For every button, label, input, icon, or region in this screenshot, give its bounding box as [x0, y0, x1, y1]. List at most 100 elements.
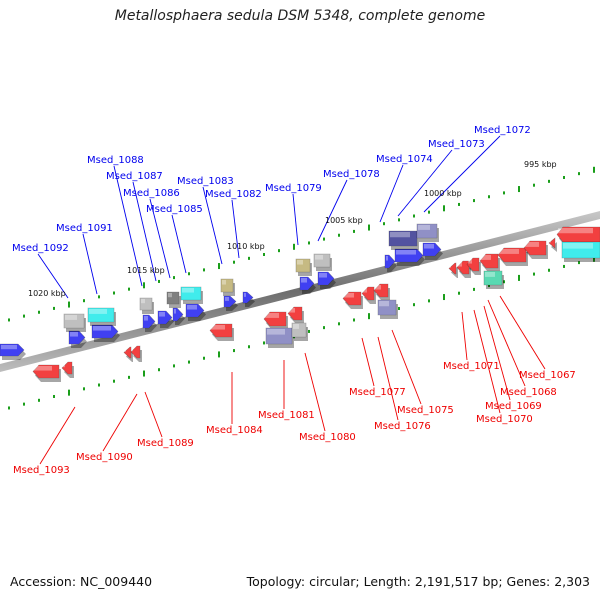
- tick-mark: [158, 368, 160, 372]
- tick-mark: [68, 389, 70, 396]
- tick-mark: [368, 313, 370, 320]
- leader-line: [292, 193, 299, 246]
- gene-block: [317, 271, 336, 289]
- gene-block: [87, 307, 116, 326]
- tick-mark: [428, 210, 430, 214]
- gene-block: [373, 283, 390, 301]
- tick-mark: [323, 237, 325, 241]
- leader-line: [149, 198, 171, 279]
- tick-mark: [413, 303, 415, 307]
- gene-block: [523, 240, 548, 259]
- gene-block: [157, 310, 174, 328]
- tick-mark: [473, 199, 475, 203]
- leader-line: [202, 186, 223, 265]
- gene-block: [384, 254, 397, 272]
- tick-mark: [488, 195, 490, 199]
- gene-label: Msed_1090: [76, 452, 133, 463]
- tick-mark: [143, 370, 145, 377]
- tick-mark: [8, 406, 10, 410]
- gene-block: [91, 324, 120, 342]
- tick-mark: [368, 224, 370, 231]
- gene-block: [32, 364, 61, 382]
- tick-mark: [503, 191, 505, 195]
- gene-label: Msed_1081: [258, 410, 315, 421]
- gene-block: [180, 286, 203, 304]
- leader-line: [461, 311, 468, 361]
- tick-mark: [38, 398, 40, 402]
- tick-mark: [458, 202, 460, 206]
- tick-mark: [398, 307, 400, 311]
- leader-line: [82, 233, 98, 295]
- tick-mark: [218, 263, 220, 270]
- gene-block: [394, 248, 425, 266]
- tick-mark: [578, 261, 580, 265]
- gene-label: Msed_1093: [13, 465, 70, 476]
- gene-block: [483, 270, 504, 289]
- leader-line: [423, 135, 501, 213]
- leader-lines: [37, 135, 546, 465]
- tick-mark: [233, 260, 235, 264]
- tick-mark: [263, 252, 265, 256]
- leader-line: [473, 309, 501, 414]
- tick-mark: [308, 329, 310, 333]
- tick-mark: [83, 387, 85, 391]
- tick-mark: [128, 287, 130, 291]
- gene-block: [377, 299, 398, 319]
- gene-block: [142, 314, 157, 332]
- tick-mark: [113, 291, 115, 295]
- tick-mark: [203, 356, 205, 360]
- tick-mark: [23, 402, 25, 406]
- gene-block: [263, 311, 288, 330]
- tick-mark: [173, 364, 175, 368]
- gene-label: Msed_1072: [474, 125, 531, 136]
- tick-mark: [323, 326, 325, 330]
- gene-label: Msed_1084: [206, 425, 263, 436]
- tick-mark: [188, 272, 190, 276]
- tick-mark: [248, 345, 250, 349]
- gene-block: [313, 253, 332, 271]
- backbone: [0, 211, 600, 372]
- tick-mark: [593, 255, 595, 262]
- gene-block: [448, 262, 458, 278]
- tick-mark: [578, 172, 580, 176]
- gene-block: [130, 345, 142, 362]
- tick-mark: [413, 214, 415, 218]
- tick-mark: [383, 222, 385, 226]
- gene-block: [422, 242, 443, 260]
- gene-label: Msed_1071: [443, 361, 500, 372]
- tick-mark: [23, 314, 25, 318]
- tick-mark: [593, 166, 595, 173]
- leader-line: [37, 253, 69, 299]
- gene-label: Msed_1092: [12, 243, 69, 254]
- leader-line: [113, 165, 143, 287]
- gene-block: [166, 291, 181, 308]
- tick-mark: [53, 394, 55, 398]
- gene-features: [0, 223, 600, 382]
- gene-label: Msed_1078: [323, 169, 380, 180]
- gene-block: [287, 306, 304, 324]
- kbp-tick-label: 1005 kbp: [325, 216, 363, 225]
- tick-mark: [203, 268, 205, 272]
- gene-block: [242, 291, 255, 307]
- gene-label: Msed_1087: [106, 171, 163, 182]
- gene-block: [0, 343, 26, 360]
- tick-mark: [488, 284, 490, 288]
- gene-label: Msed_1076: [374, 421, 431, 432]
- tick-mark: [293, 243, 295, 250]
- tick-mark: [503, 280, 505, 284]
- gene-label: Msed_1085: [146, 204, 203, 215]
- kbp-tick-label: 1010 kbp: [227, 242, 265, 251]
- leader-line: [317, 179, 348, 242]
- tick-mark: [458, 291, 460, 295]
- tick-mark: [263, 341, 265, 345]
- tick-mark: [548, 179, 550, 183]
- tick-mark: [68, 301, 70, 308]
- gene-block: [466, 257, 481, 275]
- gene-label: Msed_1083: [177, 176, 234, 187]
- tick-mark: [353, 229, 355, 233]
- gene-block: [342, 291, 363, 309]
- leader-line: [397, 149, 453, 217]
- leader-line: [379, 164, 404, 223]
- gene-block: [63, 313, 86, 332]
- tick-mark: [398, 218, 400, 222]
